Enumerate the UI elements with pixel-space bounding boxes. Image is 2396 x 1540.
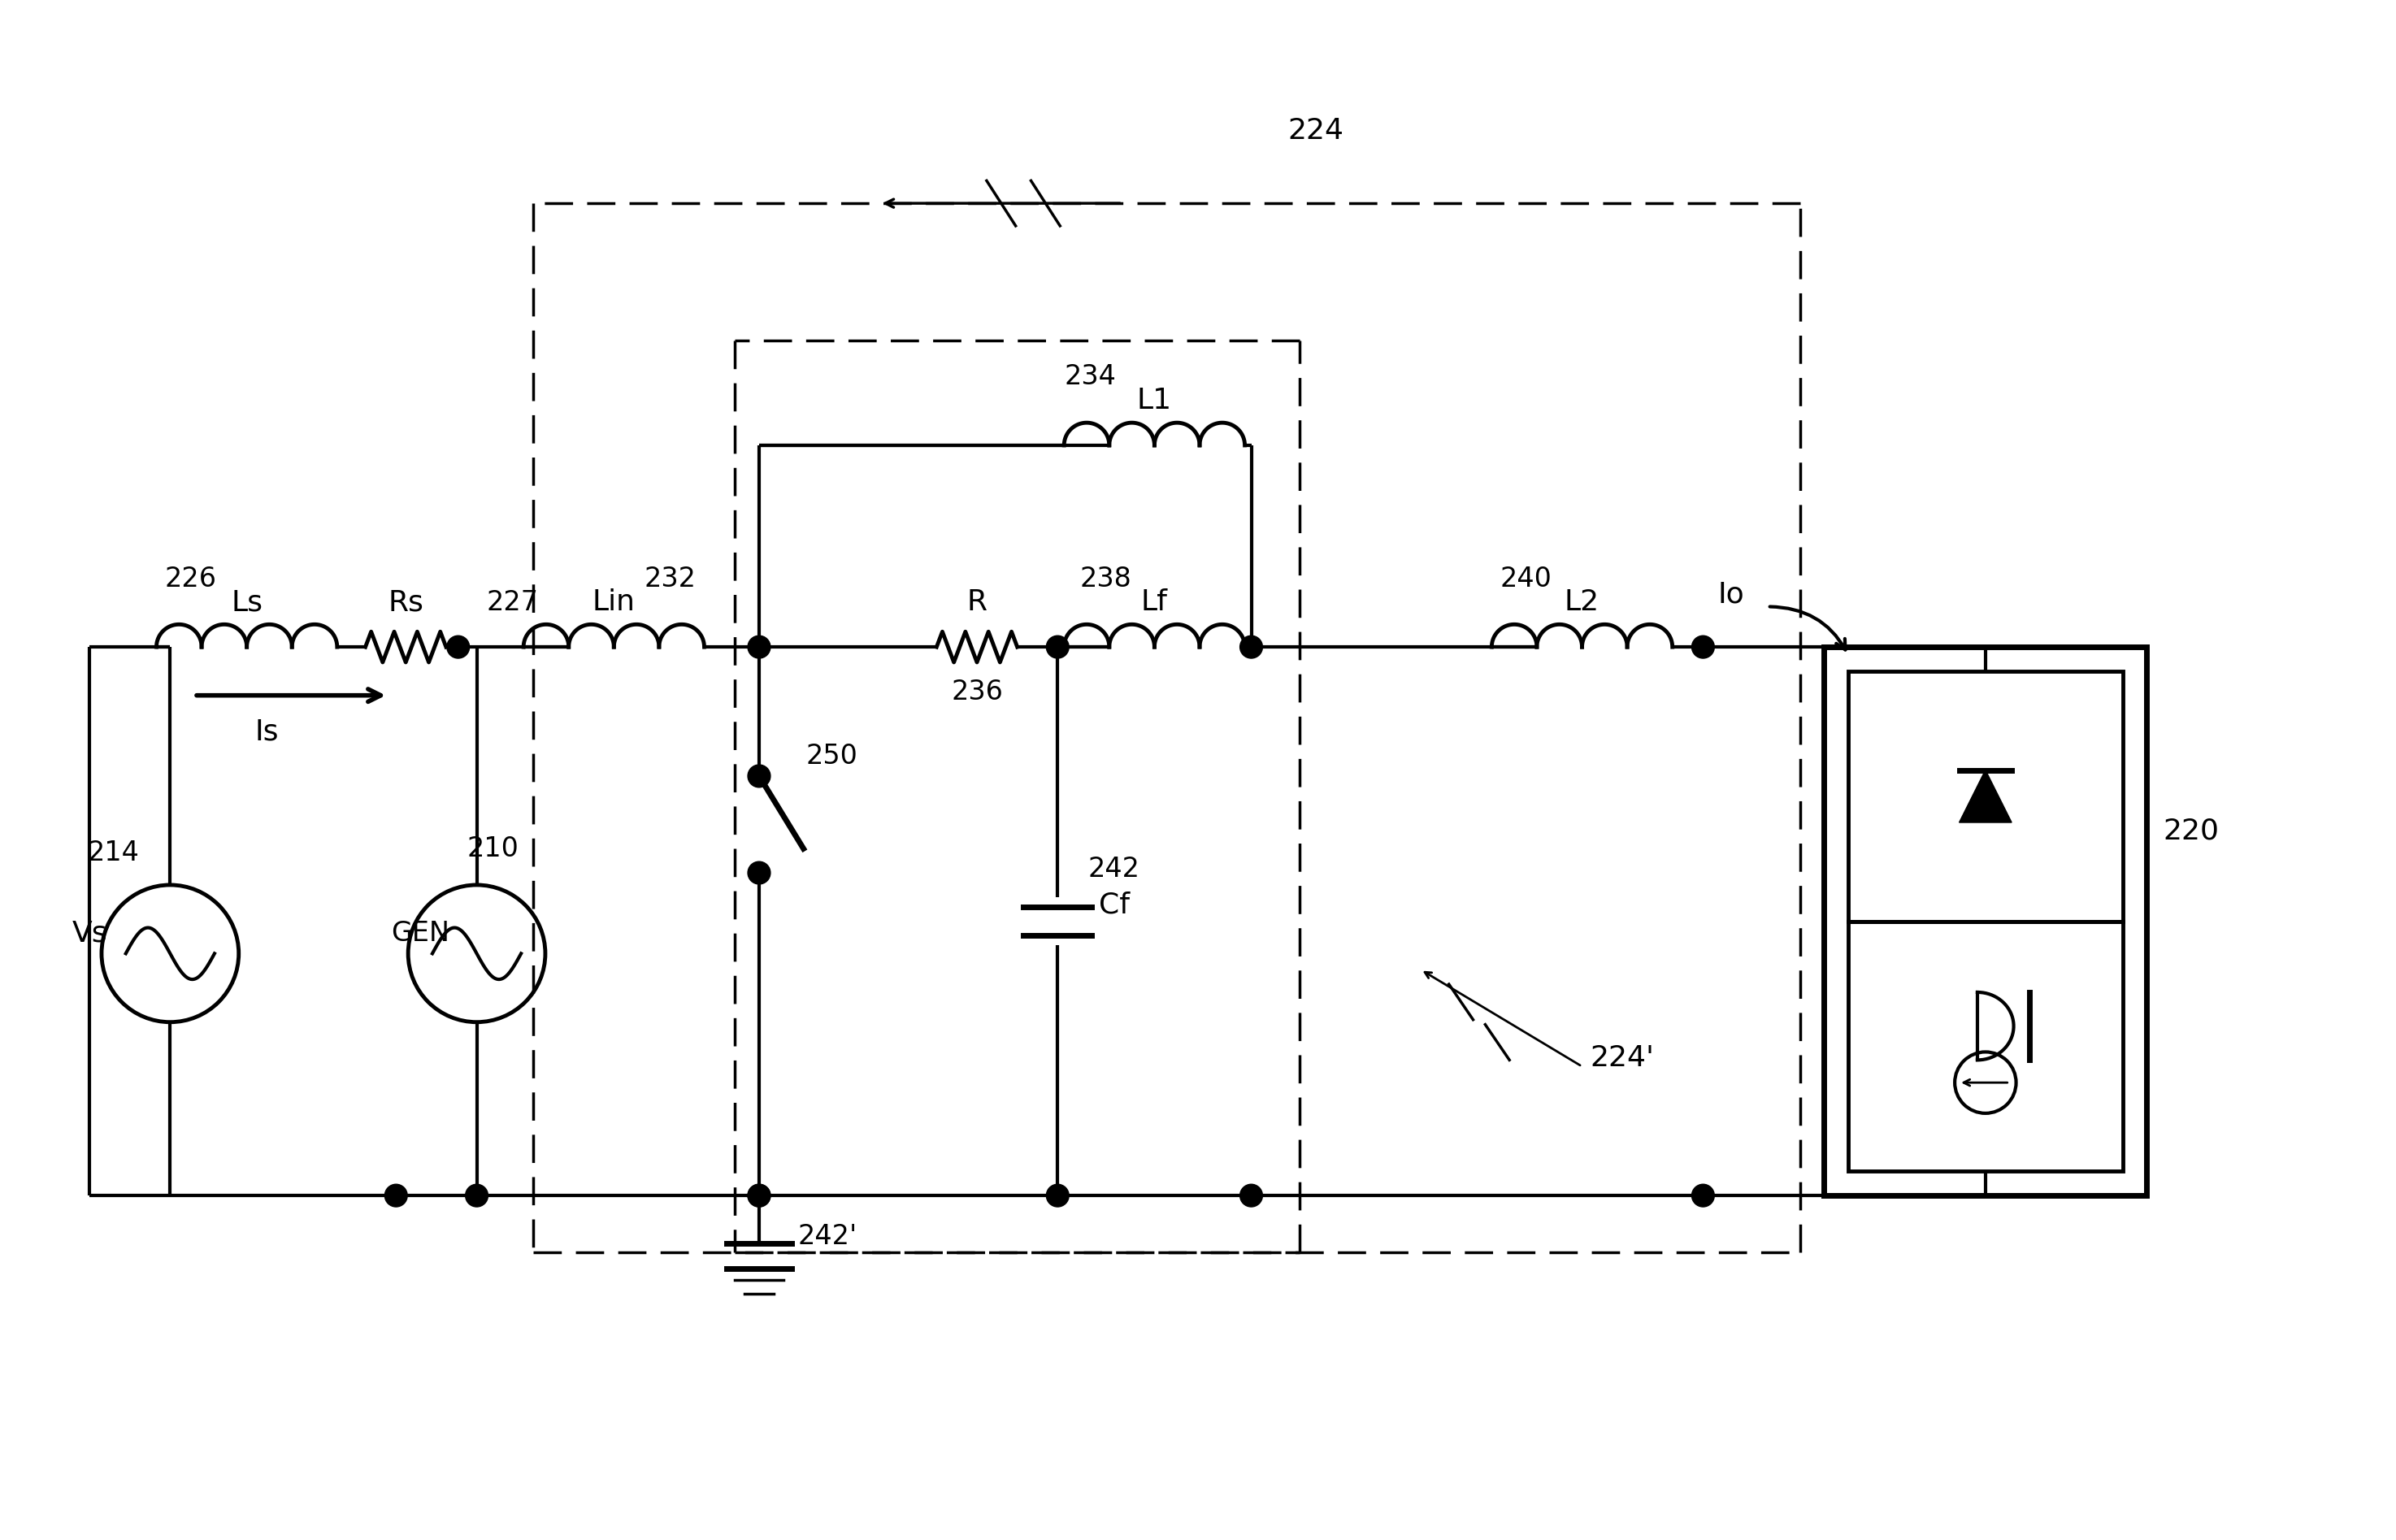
Circle shape [1047,1184,1069,1207]
Text: R: R [966,588,987,616]
Circle shape [748,765,772,787]
Circle shape [386,1184,407,1207]
Circle shape [748,1184,772,1207]
Polygon shape [1960,770,2013,822]
Text: 234: 234 [1064,363,1117,391]
Circle shape [1047,636,1069,658]
Text: 238: 238 [1081,565,1131,593]
Bar [1847,671,2123,921]
Bar [1823,647,2147,1195]
Circle shape [748,636,772,658]
Text: 224': 224' [1591,1044,1656,1072]
Circle shape [1692,636,1716,658]
Text: 224: 224 [1287,117,1344,145]
Circle shape [748,1184,772,1207]
Text: 242': 242' [798,1223,858,1249]
Text: Is: Is [254,718,278,745]
Circle shape [465,1184,489,1207]
Text: L1: L1 [1138,387,1172,414]
Text: L2: L2 [1565,588,1601,616]
Circle shape [448,636,470,658]
Text: Lf: Lf [1140,588,1167,616]
Bar [1847,921,2123,1172]
Text: 250: 250 [805,742,858,770]
Text: Vs: Vs [72,919,108,947]
Text: 220: 220 [2164,818,2219,844]
Circle shape [1692,1184,1716,1207]
Circle shape [748,861,772,884]
Text: Lin: Lin [592,588,635,616]
Text: 236: 236 [951,678,1004,705]
Text: 242: 242 [1088,856,1140,882]
Text: Cf: Cf [1100,892,1129,919]
Text: 226: 226 [165,565,216,593]
Text: 232: 232 [645,565,697,593]
Text: 214: 214 [89,839,139,867]
Text: 210: 210 [467,836,520,862]
Text: Rs: Rs [388,588,424,616]
Text: 227: 227 [486,590,539,616]
Circle shape [1241,636,1263,658]
Text: Ls: Ls [230,588,264,616]
Text: Io: Io [1718,581,1744,608]
Text: 240: 240 [1500,565,1553,593]
Text: GEN: GEN [391,921,450,947]
Circle shape [1241,1184,1263,1207]
